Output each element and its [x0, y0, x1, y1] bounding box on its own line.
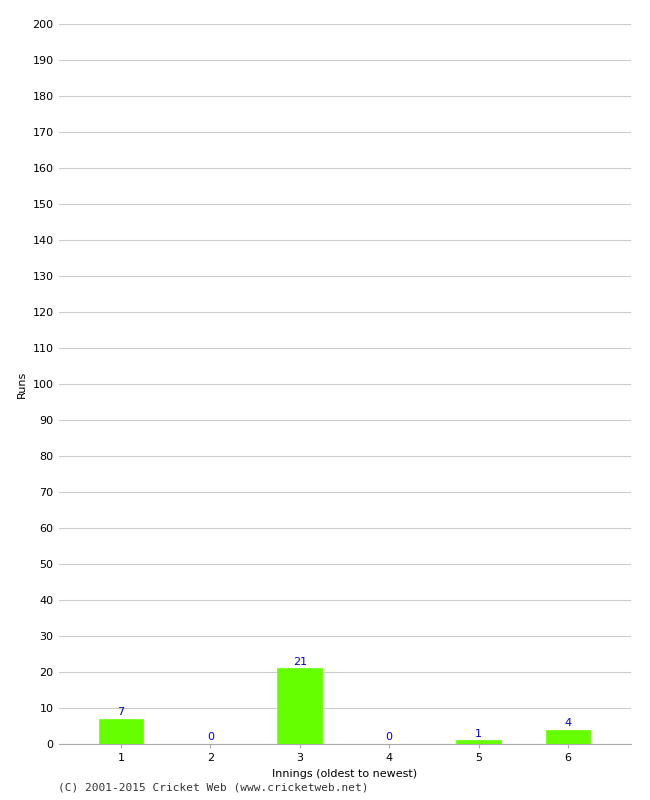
Text: 7: 7 — [118, 707, 125, 717]
Bar — [545, 730, 590, 744]
Text: 0: 0 — [207, 732, 214, 742]
Text: 1: 1 — [475, 729, 482, 738]
Bar — [99, 718, 144, 744]
X-axis label: Innings (oldest to newest): Innings (oldest to newest) — [272, 769, 417, 778]
Bar — [456, 741, 501, 744]
Text: 4: 4 — [564, 718, 571, 728]
Y-axis label: Runs: Runs — [17, 370, 27, 398]
Text: (C) 2001-2015 Cricket Web (www.cricketweb.net): (C) 2001-2015 Cricket Web (www.cricketwe… — [58, 782, 369, 792]
Text: 0: 0 — [385, 732, 393, 742]
Text: 21: 21 — [292, 657, 307, 666]
Bar — [278, 668, 322, 744]
